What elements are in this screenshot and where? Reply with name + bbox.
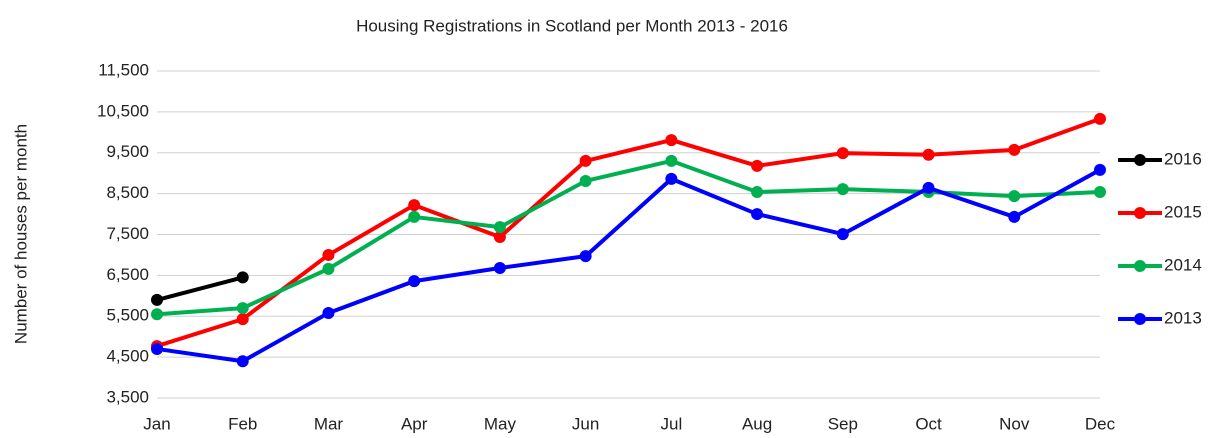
x-tick-label: Jan (143, 414, 170, 433)
data-point (836, 147, 849, 160)
data-point (408, 275, 421, 288)
x-tick-label: Apr (401, 414, 428, 433)
y-tick-label: 3,500 (106, 387, 149, 406)
data-point (151, 308, 163, 321)
data-point (751, 208, 764, 221)
data-point (1094, 185, 1106, 198)
data-point (579, 250, 592, 263)
data-point (1094, 112, 1106, 125)
series-line (156, 158, 1101, 317)
data-point (236, 313, 249, 326)
data-point (836, 228, 849, 241)
data-point (236, 271, 249, 284)
legend-label: 2016 (1164, 149, 1202, 168)
x-tick-label: Jun (572, 414, 599, 433)
chart-title: Housing Registrations in Scotland per Mo… (356, 16, 788, 35)
legend-marker (1134, 313, 1146, 325)
x-tick-label: Dec (1085, 414, 1116, 433)
x-tick-label: Feb (228, 414, 257, 433)
x-tick-label: Sep (828, 414, 858, 433)
data-point (493, 221, 506, 234)
series-line (156, 168, 1101, 364)
data-point (751, 185, 764, 198)
legend-label: 2015 (1164, 202, 1202, 221)
data-point (751, 159, 764, 172)
legend-marker (1134, 154, 1146, 166)
data-point (493, 230, 506, 243)
y-tick-label: 9,500 (106, 142, 149, 161)
data-point (408, 199, 421, 212)
data-point (322, 306, 335, 319)
data-point (665, 134, 678, 147)
y-tick-label: 11,500 (98, 60, 149, 79)
y-tick-label: 10,500 (97, 101, 149, 120)
data-point (922, 181, 935, 194)
legend-label: 2014 (1164, 255, 1202, 274)
x-tick-label: Jul (660, 414, 682, 433)
data-point (151, 342, 163, 355)
x-tick-label: Aug (742, 414, 772, 433)
data-point (579, 174, 592, 187)
y-tick-label: 6,500 (106, 265, 149, 284)
data-point (493, 262, 506, 275)
data-point (836, 183, 849, 196)
data-point (922, 148, 935, 161)
y-tick-label: 4,500 (106, 347, 149, 366)
data-point (579, 154, 592, 167)
x-tick-label: Nov (999, 414, 1030, 433)
legend-label: 2013 (1164, 308, 1202, 327)
data-point (665, 172, 678, 185)
legend-marker (1134, 207, 1146, 219)
data-point (1094, 163, 1106, 176)
x-tick-label: May (484, 414, 517, 433)
data-point (322, 248, 335, 261)
data-point (1008, 190, 1021, 203)
series-line (156, 116, 1101, 348)
x-tick-label: Oct (915, 414, 942, 433)
y-axis-label: Number of houses per month (11, 124, 30, 344)
y-tick-label: 5,500 (106, 306, 149, 325)
data-point (408, 210, 421, 223)
legend-marker (1134, 260, 1146, 272)
data-point (1008, 143, 1021, 156)
y-tick-label: 8,500 (106, 183, 149, 202)
data-point (151, 293, 163, 306)
data-point (665, 154, 678, 167)
data-point (322, 262, 335, 275)
data-point (236, 355, 249, 368)
data-point (1008, 210, 1021, 223)
x-tick-label: Mar (314, 414, 344, 433)
data-point (236, 302, 249, 315)
y-tick-label: 7,500 (106, 224, 149, 243)
series-line (156, 275, 244, 302)
